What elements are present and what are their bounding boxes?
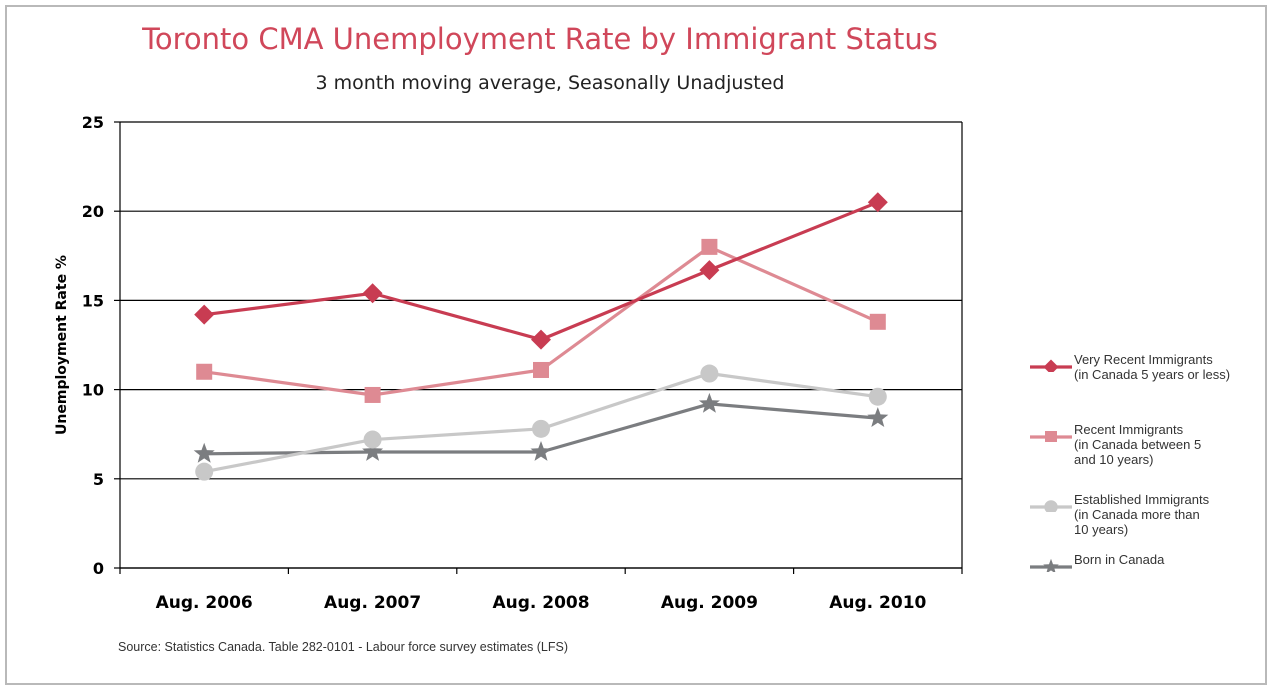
source-note: Source: Statistics Canada. Table 282-010… [118,640,568,654]
data-point-diamond [531,329,551,350]
data-point-diamond [194,304,215,325]
y-axis-label: Unemployment Rate % [54,255,70,435]
legend-label: Born in Canada [1074,552,1165,567]
y-tick-label: 25 [82,113,104,132]
chart-title: Toronto CMA Unemployment Rate by Immigra… [142,22,938,56]
legend-label: Established Immigrants (in Canada more t… [1074,492,1210,537]
data-point-square [869,313,886,330]
legend-label: Very Recent Immigrants (in Canada 5 year… [1074,352,1231,382]
data-point-star [698,392,720,413]
x-tick-label: Aug. 2006 [156,593,253,613]
data-point-star [362,441,384,461]
data-point-star [530,441,552,461]
x-tick-label: Aug. 2009 [661,593,758,613]
x-tick-label: Aug. 2008 [492,593,589,613]
legend-marker [1043,359,1059,372]
y-tick-label: 20 [82,202,104,221]
legend-swatch [1030,500,1072,512]
data-point-square [196,363,213,380]
y-tick-label: 10 [82,381,104,400]
data-point-circle [363,430,382,449]
legend-marker [1043,558,1059,572]
data-point-circle [195,462,214,481]
legend-swatch [1030,431,1072,442]
data-point-square [364,386,381,403]
data-point-star [193,442,215,463]
data-point-diamond [699,260,720,281]
x-tick-label: Aug. 2010 [829,593,926,613]
y-tick-label: 15 [82,291,104,310]
data-point-star [867,407,889,427]
legend-label: Recent Immigrants (in Canada between 5 a… [1074,422,1202,467]
line-chart: 0 5 10 15 20 25 Aug. 2006 Aug. 2007 Aug. 2008 Aug… [54,113,963,613]
data-point-circle [700,364,719,383]
chart-subtitle: 3 month moving average, Seasonally Unadj… [315,72,785,94]
data-point-circle [532,419,550,438]
data-point-square [701,238,718,255]
data-point-diamond [362,283,383,304]
data-point-square [533,361,549,378]
x-tick-label: Aug. 2007 [324,593,421,613]
data-point-diamond [867,192,888,213]
series-line-0 [203,200,879,342]
legend-swatch [1030,359,1072,372]
data-point-circle [868,387,887,406]
legend-marker [1045,431,1057,442]
y-tick-label: 5 [93,470,104,489]
legend-marker [1044,500,1058,512]
y-tick-label: 0 [93,559,104,578]
legend-swatch [1030,558,1072,572]
